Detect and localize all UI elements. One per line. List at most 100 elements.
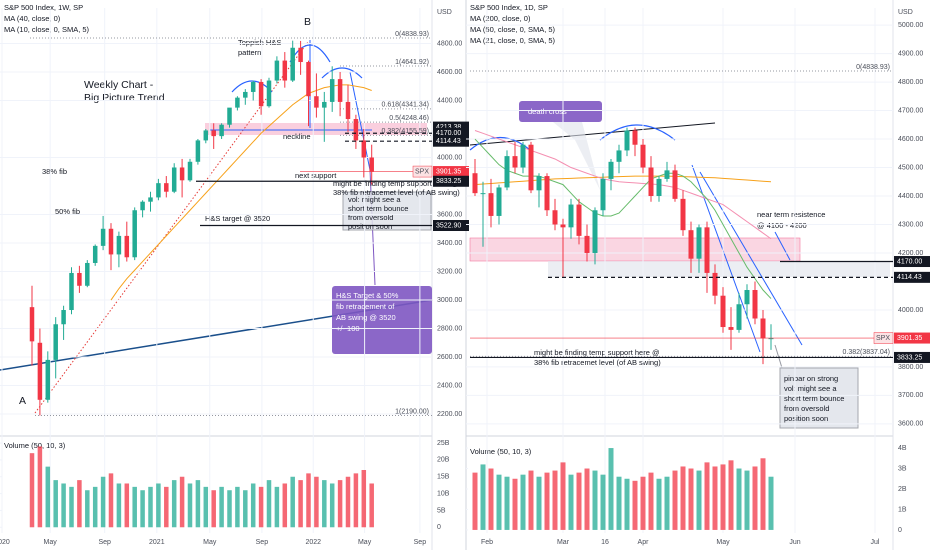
volume-bar — [353, 473, 359, 528]
chart-title: S&P 500 Index, 1D, SP — [470, 3, 548, 12]
volume-bar — [124, 483, 130, 528]
volume-bar — [282, 483, 288, 528]
volume-bar — [736, 468, 742, 530]
y-tick-label: 4000.00 — [437, 154, 462, 161]
x-tick-label: Mar — [557, 539, 570, 546]
volume-bar — [195, 480, 201, 528]
volume-bar — [53, 480, 58, 528]
candle-body — [664, 170, 670, 179]
note-box — [779, 367, 859, 429]
annotation: position soon — [784, 414, 828, 423]
volume-bar — [140, 490, 145, 528]
resistance-zone — [205, 123, 427, 135]
annotation: short term bounce — [348, 204, 408, 213]
candle-body — [624, 130, 630, 151]
callout-line — [774, 344, 783, 369]
candle-body — [108, 228, 114, 255]
volume-bar — [512, 478, 518, 530]
price-badge — [894, 351, 930, 363]
volume-bar — [85, 490, 90, 528]
volume-title: Volume (50, 10, 3) — [4, 441, 66, 450]
volume-bar — [752, 466, 758, 530]
volume-bar — [345, 476, 351, 528]
fib-label: 0.382(4155.59) — [382, 128, 429, 135]
candle-body — [219, 124, 224, 137]
y-tick-label: 3200.00 — [437, 268, 462, 275]
volume-bar — [306, 473, 311, 528]
volume-bar — [664, 476, 670, 530]
neckline — [469, 122, 716, 146]
indicator: MA (50, close, 0, SMA, 5) — [470, 25, 556, 34]
candle-body — [227, 107, 232, 125]
x-tick-label: Sep — [256, 539, 269, 546]
note-box — [332, 286, 432, 354]
candle-body — [345, 101, 351, 120]
y-tick-label: 2400.00 — [437, 382, 462, 389]
candle-body — [736, 304, 742, 330]
candle-body — [274, 60, 280, 81]
candle-body — [760, 318, 766, 339]
volume-bar — [624, 478, 630, 530]
annotation: 38% fib retracemet level (of AB swing) — [534, 358, 661, 367]
candle-body — [211, 130, 216, 137]
volume-bar — [290, 476, 295, 528]
volume-bar — [608, 448, 614, 530]
x-tick-label: Feb — [481, 539, 493, 546]
candle-body — [132, 210, 137, 258]
x-tick-label: May — [44, 539, 58, 546]
note-box — [519, 101, 602, 122]
annotation: Toppish H&S — [238, 38, 281, 47]
volume-bar — [243, 490, 248, 528]
volume-bar — [632, 480, 638, 530]
x-tick-label: 16 — [601, 539, 609, 546]
annotation: A — [19, 395, 26, 407]
candle-body — [187, 161, 193, 181]
volume-bar — [322, 480, 327, 528]
symbol-tag — [412, 165, 433, 178]
candle-body — [672, 170, 678, 199]
price-badge-label: 4213.38 — [436, 124, 461, 131]
volume-bar — [568, 474, 574, 530]
y-tick-label: 2200.00 — [437, 411, 462, 418]
annotation: H&S Target & 50% — [336, 291, 399, 300]
moving-average — [474, 175, 772, 186]
price-badge-label: 3833.25 — [436, 178, 461, 185]
annotation: from oversold — [784, 404, 829, 413]
volume-bar — [29, 453, 35, 528]
volume-tick-label: 5B — [437, 507, 446, 514]
x-tick-label: Sep — [414, 539, 427, 546]
candle-body — [544, 176, 550, 211]
gap-zone — [548, 261, 890, 277]
y-tick-label: 3000.00 — [437, 297, 462, 304]
candle-body — [552, 210, 558, 225]
annotation: short term bounce — [784, 394, 844, 403]
volume-tick-label: 10B — [437, 490, 450, 497]
volume-bar — [696, 470, 702, 530]
annotation: AB swing @ 3520 — [336, 313, 396, 322]
indicator: MA (10, close, 0, SMA, 5) — [4, 25, 90, 34]
indicator: MA (40, close, 0) — [4, 14, 61, 23]
y-tick-label: 4800.00 — [898, 79, 923, 86]
volume-title: Volume (50, 10, 3) — [470, 447, 532, 456]
y-tick-label: 3400.00 — [437, 240, 462, 247]
candle-body — [632, 130, 638, 145]
y-tick-label: 3800.00 — [898, 364, 923, 371]
fib-label: 0.618(4341.34) — [382, 102, 429, 109]
volume-bar — [179, 476, 185, 528]
volume-bar — [37, 446, 43, 528]
candle-body — [124, 235, 130, 258]
candle-body — [704, 227, 710, 273]
volume-bar — [164, 486, 169, 528]
x-tick-label: Jun — [789, 539, 800, 546]
candle-body — [61, 310, 66, 325]
candle-body — [744, 290, 750, 305]
candle-body — [504, 156, 510, 188]
annotation: vol: might see a — [784, 384, 837, 393]
volume-bar — [496, 474, 502, 530]
volume-bar — [100, 476, 106, 528]
annotation: neckline — [283, 132, 311, 141]
price-badge-label: 3522.90 — [436, 222, 461, 229]
price-badge — [433, 127, 469, 139]
candle-body — [480, 193, 486, 195]
y-tick-label: 3600.00 — [898, 421, 923, 428]
